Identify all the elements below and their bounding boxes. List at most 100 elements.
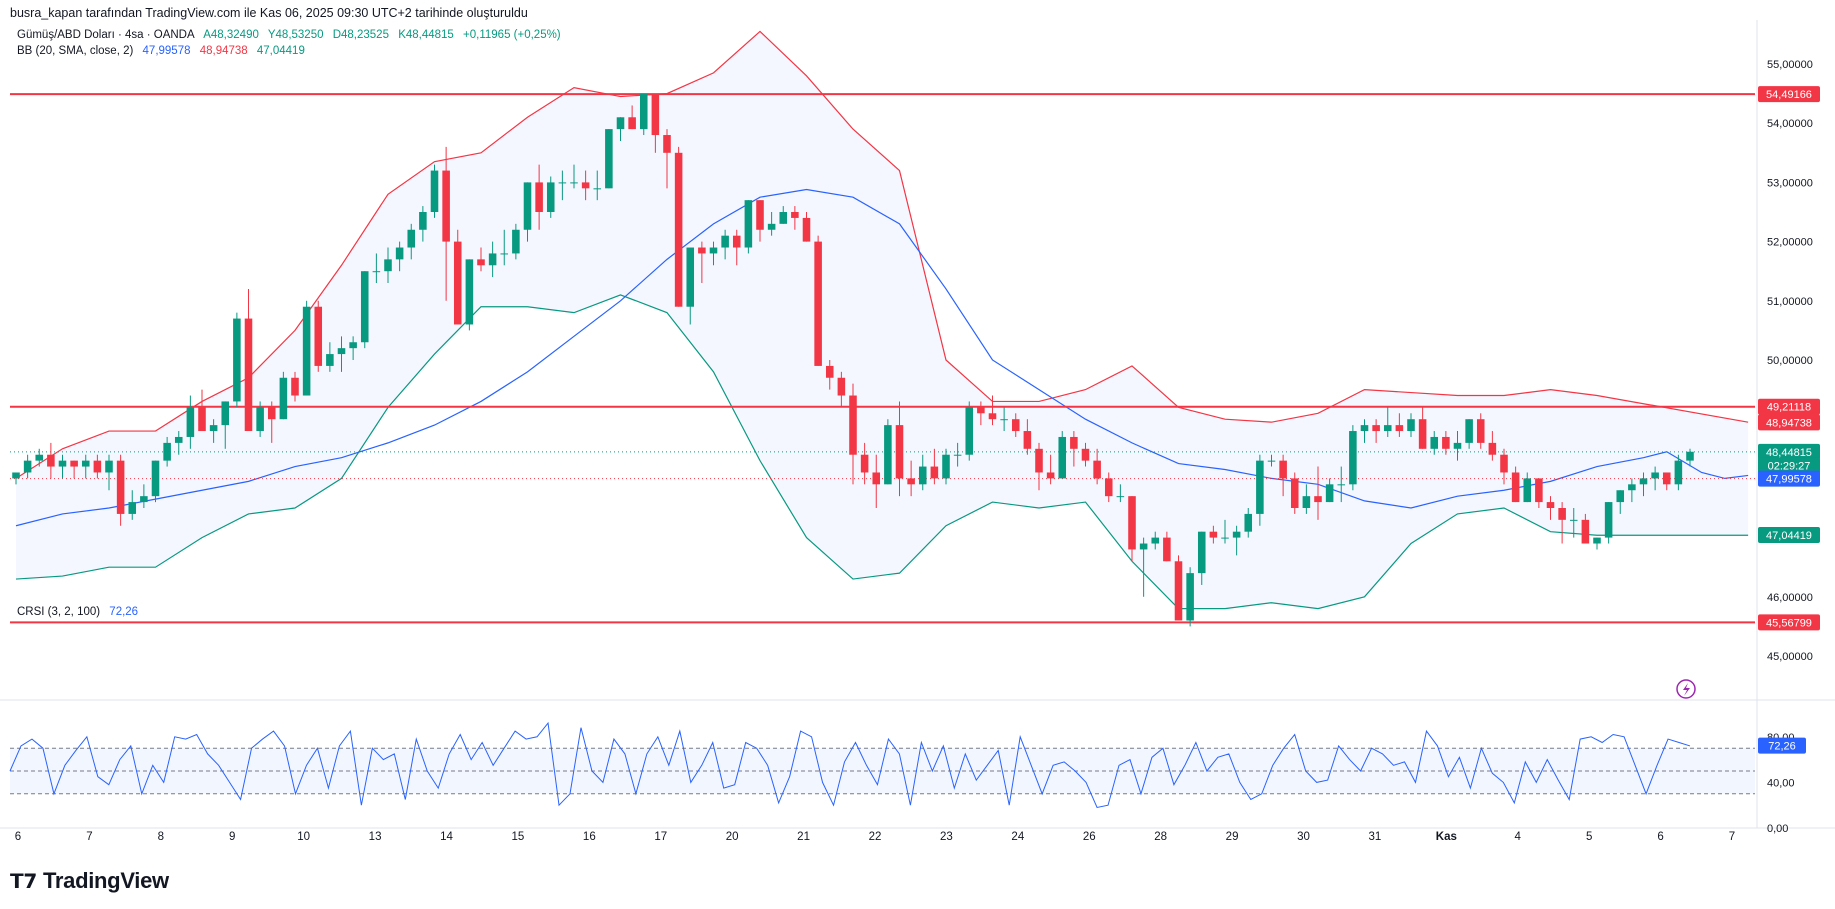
crsi-label[interactable]: CRSI (3, 2, 100) [17,606,101,618]
time-tick-label: 23 [940,831,953,843]
candle-body [1523,478,1532,503]
candle-body [1093,460,1101,479]
candle-body [442,170,450,242]
bb-label[interactable]: BB (20, SMA, close, 2) [17,45,134,57]
price-tick-label: 45,00000 [1767,651,1813,663]
candle-body [1453,442,1462,449]
candle-body [1244,513,1253,532]
lightning-icon-bolt [1683,683,1690,696]
candle-body [337,348,346,355]
candle-body [965,407,974,455]
price-axis-label-text: 54,49166 [1766,89,1812,101]
candle-body [744,200,753,248]
candle-body [1267,460,1276,462]
candle-body [1302,496,1311,508]
candle-body [1023,431,1032,449]
candle-body [570,182,578,184]
candle-body [628,117,636,130]
candle-body [918,466,927,485]
candle-body [1349,431,1357,485]
tradingview-logo-text: TradingView [42,868,169,893]
candle-body [1256,460,1264,514]
candle-body [279,377,288,420]
candle-body [244,318,253,432]
bb-legend: BB (20, SMA, close, 2) 47,99578 48,94738… [17,45,311,57]
attribution-text: busra_kapan tarafından TradingView.com i… [10,6,528,20]
candle-body [326,354,334,366]
candle-body [256,407,264,432]
candle-body [1197,531,1206,574]
time-tick-label: 5 [1586,831,1592,843]
candle-body [1546,502,1555,508]
candle-body [302,306,311,396]
time-tick-label: 13 [369,831,382,843]
candle-body [581,182,590,189]
candle-body [860,454,869,473]
symbol-legend: Gümüş/ABD Doları · 4sa · OANDA A48,32490… [17,29,567,41]
bollinger-lower-line [15,294,1749,610]
candle-body [1616,490,1625,503]
candle-body [453,241,462,325]
candle-body [1430,436,1439,449]
candle-body [709,247,718,254]
lightning-icon [1676,679,1696,699]
candle-body [721,235,729,248]
candle-body [1465,419,1473,443]
candle-body [1395,425,1404,432]
price-axis-label-bg [1758,398,1820,415]
time-tick-label: 6 [1657,831,1663,843]
time-tick-label: 24 [1011,831,1024,843]
candle-body [977,407,985,414]
price-tick-label: 52,00000 [1767,237,1813,249]
candle-body [1372,425,1380,432]
price-axis-label: 45,56799 [1758,614,1820,631]
time-tick-label: 26 [1083,831,1096,843]
candle-body [930,466,939,479]
candle-body [1035,448,1043,473]
candle-body [1046,472,1055,479]
time-tick-label: 15 [512,831,525,843]
candle-body [1360,425,1369,432]
candle-body [105,460,113,473]
candle-body [1511,472,1520,503]
low-value: D48,23525 [332,29,389,41]
crsi-axis-label: 72,26 [1758,737,1806,754]
crsi-tick-label: 0,00 [1767,823,1788,835]
symbol-name[interactable]: Gümüş/ABD Doları · 4sa · OANDA [17,29,195,41]
candle-body [430,170,439,212]
time-tick-label: 8 [158,831,164,843]
lightning-icon-circle [1676,679,1696,699]
candle-body [1209,531,1218,538]
candle-body [872,472,881,485]
candle-body [523,182,532,230]
price-axis-label-text: 45,56799 [1766,617,1812,629]
candle-body [605,129,613,189]
candle-body [151,460,160,497]
crsi-axis-label-bg [1758,737,1806,754]
time-tick-label: 17 [654,831,667,843]
candle-body [1558,508,1566,520]
candle-body [1581,519,1590,544]
candle-body [488,253,497,266]
price-axis-label-text: 47,04419 [1766,530,1812,542]
candle-body [1116,496,1125,498]
price-axis-label-bg [1758,443,1820,460]
candle-body [1383,425,1392,432]
candle-body [209,425,218,432]
time-tick-label: 30 [1297,831,1310,843]
candle-body [674,152,683,307]
candle-body [895,425,904,479]
candle-body [1593,537,1601,544]
time-tick-label: 7 [86,831,92,843]
candle-body [384,259,392,272]
candle-body [12,472,20,479]
tradingview-logo[interactable]: 𝗧𝟳 TradingView [10,868,169,894]
crsi-tick-label: 40,00 [1767,777,1795,789]
candle-body [35,454,44,461]
change-value: +0,11965 (+0,25%) [463,29,561,41]
candle-body [1163,537,1171,562]
candle-body [1221,537,1229,539]
candle-body [1279,460,1287,479]
time-tick-label: 22 [869,831,882,843]
